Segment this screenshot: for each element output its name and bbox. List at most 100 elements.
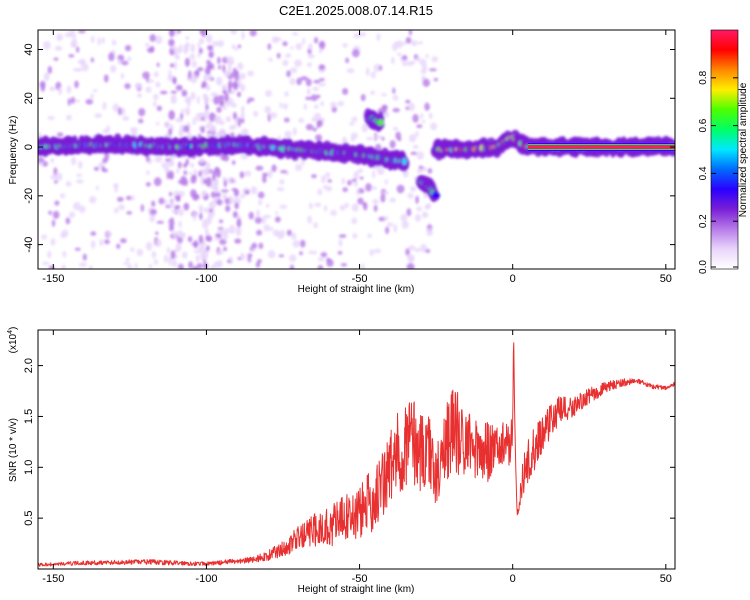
heatmap-noise-blob: [284, 53, 292, 58]
heatmap-noise-blob: [258, 199, 263, 206]
heatmap-noise-blob: [234, 47, 238, 52]
heatmap-noise-blob: [218, 219, 224, 224]
heatmap-noise-blob: [101, 37, 105, 44]
heatmap-noise-blob: [163, 254, 169, 263]
heatmap-noise-blob: [74, 80, 79, 89]
heatmap-noise-blob: [305, 123, 314, 131]
heatmap-noise-blob: [218, 95, 225, 100]
heatmap-noise-blob: [117, 58, 121, 65]
heatmap-noise-blob: [221, 105, 228, 110]
heatmap-noise-blob: [187, 236, 193, 243]
heatmap-noise-blob: [359, 176, 364, 180]
heatmap-noise-blob: [338, 234, 347, 238]
heatmap-noise-blob: [408, 245, 416, 251]
heatmap-noise-blob: [173, 230, 177, 239]
heatmap-noise-blob: [206, 214, 212, 225]
heatmap-noise-blob: [356, 188, 360, 196]
heatmap-noise-blob: [382, 191, 390, 195]
heatmap-noise-blob: [308, 202, 313, 210]
heatmap-noise-blob: [299, 251, 303, 256]
heatmap-noise-blob: [227, 65, 232, 73]
heatmap-noise-blob: [426, 228, 433, 237]
heatmap-noise-blob: [371, 170, 376, 179]
heatmap-noise-blob: [239, 72, 246, 80]
heatmap-noise-blob: [205, 104, 209, 111]
heatmap-noise-blob: [176, 194, 181, 202]
heatmap-noise-blob: [66, 116, 70, 121]
heatmap-noise-blob: [298, 117, 305, 124]
heatmap-noise-blob: [312, 86, 320, 92]
heatmap-noise-blob: [365, 67, 370, 77]
heatmap-noise-blob: [145, 42, 150, 48]
heatmap-noise-blob: [273, 37, 282, 42]
heatmap-noise-blob: [116, 243, 121, 249]
heatmap-noise-blob: [223, 70, 231, 77]
heatmap-noise-blob: [384, 178, 388, 185]
svg-text:(x104): (x104): [7, 327, 19, 354]
heatmap-noise-blob: [105, 231, 112, 237]
heatmap-noise-blob: [228, 84, 232, 94]
heatmap-noise-blob: [203, 74, 209, 82]
heatmap-noise-blob: [374, 135, 383, 140]
heatmap-noise-blob: [381, 136, 385, 141]
heatmap-noise-blob: [251, 242, 258, 249]
heatmap-noise-blob: [198, 204, 204, 213]
heatmap-noise-blob: [125, 195, 132, 201]
heatmap-noise-blob: [174, 205, 181, 210]
heatmap-noise-blob: [82, 253, 87, 261]
heatmap-noise-blob: [314, 202, 322, 208]
heatmap-noise-blob: [88, 196, 97, 204]
heatmap-noise-blob: [197, 67, 204, 72]
heatmap-noise-blob: [216, 40, 225, 48]
heatmap-noise-blob: [240, 112, 246, 118]
heatmap-noise-blob: [194, 239, 198, 248]
heatmap-noise-blob: [294, 59, 302, 67]
heatmap-noise-blob: [72, 33, 77, 39]
heatmap-noise-blob: [88, 265, 93, 269]
heatmap-noise-blob: [217, 56, 221, 65]
heatmap-noise-blob: [42, 40, 51, 50]
heatmap-noise-blob: [54, 45, 63, 51]
heatmap-noise-blob: [415, 130, 419, 138]
heatmap-noise-blob: [317, 188, 323, 196]
heatmap-noise-blob: [365, 136, 374, 141]
heatmap-noise-blob: [206, 45, 213, 51]
heatmap-noise-blob: [201, 80, 207, 88]
heatmap-noise-blob: [386, 222, 394, 227]
heatmap-noise-blob: [206, 70, 210, 75]
heatmap-noise-blob: [155, 122, 160, 126]
heatmap-noise-blob: [94, 113, 103, 119]
heatmap-noise-blob: [68, 211, 76, 219]
heatmap-noise-blob: [218, 65, 222, 70]
snr-x-tick-label: -100: [195, 573, 217, 585]
heatmap-noise-blob: [351, 49, 360, 58]
colorbar-gradient: [710, 29, 739, 270]
heatmap-noise-blob: [342, 187, 348, 193]
heatmap-noise-blob: [222, 176, 227, 182]
figure-title: C2E1.2025.008.07.14.R15: [279, 3, 433, 18]
heatmap-noise-blob: [90, 57, 95, 63]
heatmap-noise-blob: [104, 151, 110, 161]
heatmap-noise-blob: [284, 91, 289, 97]
heatmap-noise-blob: [59, 193, 66, 199]
heatmap-noise-blob: [156, 105, 163, 112]
heatmap-noise-blob: [197, 245, 205, 254]
heatmap-noise-blob: [67, 98, 71, 106]
heatmap-noise-blob: [191, 60, 198, 68]
heatmap-noise-blob: [136, 93, 143, 98]
heatmap-noise-blob: [189, 53, 196, 61]
heatmap-noise-blob: [192, 265, 199, 269]
heatmap-noise-blob: [337, 250, 343, 255]
heatmap-noise-blob: [99, 238, 104, 247]
heatmap-noise-blob: [406, 208, 412, 217]
heatmap-noise-blob: [250, 186, 258, 195]
heatmap-noise-blob: [95, 185, 99, 191]
heatmap-noise-blob: [261, 216, 266, 224]
heatmap-noise-blob: [373, 204, 378, 212]
heatmap-noise-blob: [353, 33, 361, 39]
heatmap-noise-blob: [155, 231, 159, 235]
heatmap-noise-blob: [168, 224, 174, 232]
heatmap-noise-blob: [169, 200, 175, 208]
heatmap-noise-blob: [203, 94, 209, 104]
heatmap-noise-blob: [289, 77, 296, 86]
